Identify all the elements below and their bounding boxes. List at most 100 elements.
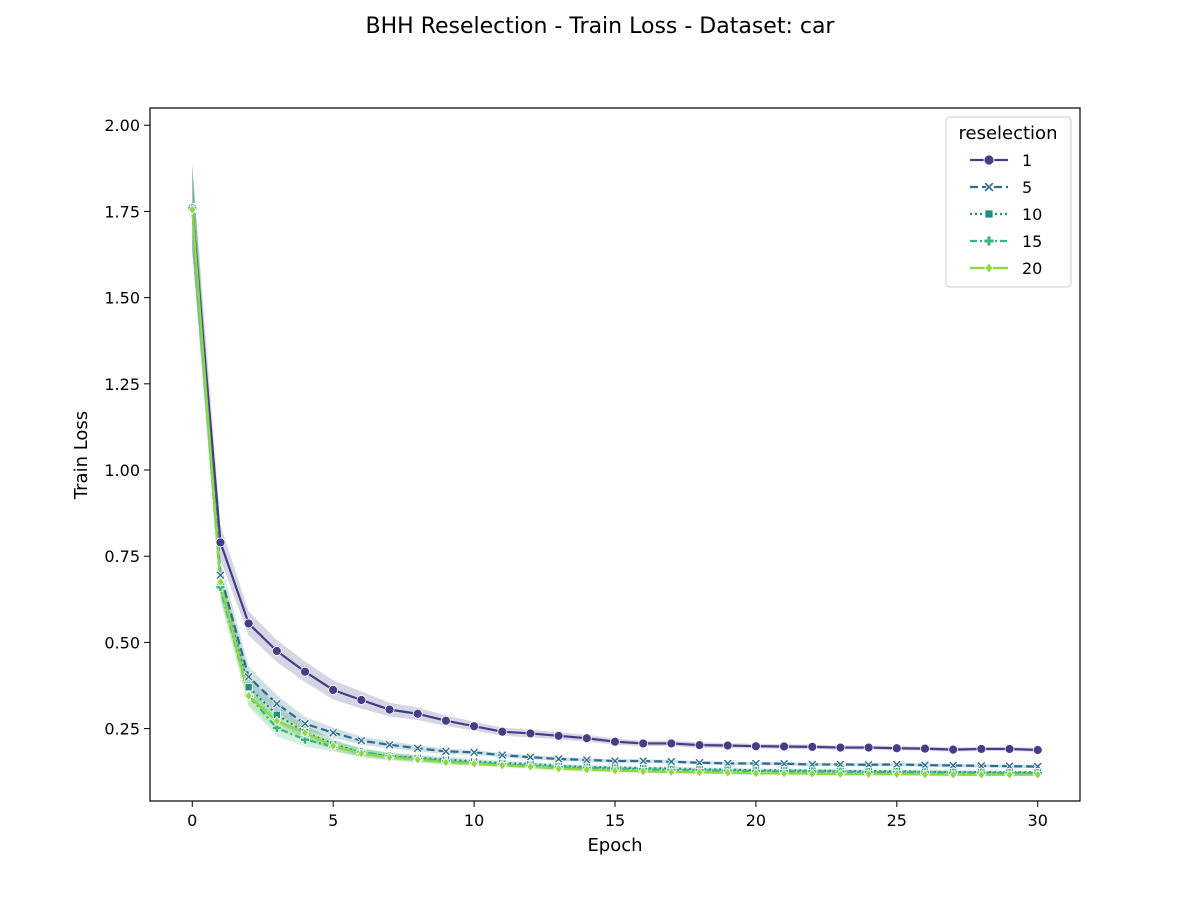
- point-series-20: [864, 768, 873, 780]
- point-series-1: [497, 726, 508, 737]
- point-series-1: [271, 646, 282, 656]
- point-series-1: [215, 537, 226, 548]
- point-series-1: [751, 741, 761, 752]
- point-series-1: [384, 704, 395, 715]
- point-series-5: [412, 743, 423, 754]
- point-series-5: [469, 747, 480, 758]
- point-series-20: [554, 763, 563, 774]
- point-series-1: [610, 736, 620, 747]
- point-series-5: [243, 671, 254, 682]
- y-tick-label: 0.25: [104, 720, 140, 739]
- point-series-1: [666, 738, 677, 749]
- line-series-1: [191, 207, 1038, 752]
- x-tick-label: 0: [187, 811, 197, 830]
- point-series-20: [1033, 769, 1042, 780]
- point-series-15: [300, 734, 310, 745]
- y-tick-label: 1.50: [104, 289, 140, 308]
- point-series-5: [666, 756, 677, 767]
- point-series-20: [441, 757, 451, 768]
- point-series-20: [300, 727, 310, 738]
- plot-frame: [149, 107, 1081, 802]
- point-series-20: [779, 768, 789, 779]
- point-series-20: [244, 690, 253, 701]
- legend-label-10: 10: [1022, 205, 1042, 224]
- point-series-5: [440, 746, 451, 757]
- point-series-1: [863, 742, 874, 753]
- x-axis-label: Epoch: [587, 835, 642, 856]
- point-series-20: [667, 766, 676, 778]
- x-tick-label: 30: [1028, 811, 1048, 830]
- point-series-20: [582, 764, 591, 775]
- point-series-20: [639, 766, 648, 777]
- point-series-5: [694, 757, 705, 768]
- point-series-1: [581, 733, 592, 744]
- point-series-1: [553, 730, 564, 741]
- point-series-5: [891, 759, 902, 770]
- point-series-1: [779, 741, 789, 752]
- point-series-20: [469, 758, 479, 769]
- point-series-5: [328, 727, 339, 738]
- point-series-20: [808, 768, 817, 779]
- point-series-1: [412, 708, 423, 719]
- point-series-5: [215, 570, 226, 581]
- point-series-1: [722, 740, 733, 751]
- point-series-20: [188, 204, 197, 215]
- legend-marker-20: [984, 262, 994, 274]
- y-tick-label: 1.25: [104, 375, 140, 394]
- series-markers: [187, 202, 1043, 780]
- point-series-5: [525, 752, 536, 763]
- x-tick-label: 5: [328, 811, 338, 830]
- point-series-1: [469, 721, 479, 732]
- point-series-5: [638, 755, 649, 767]
- point-series-5: [553, 753, 564, 765]
- point-series-1: [976, 744, 987, 754]
- legend-label-20: 20: [1022, 259, 1042, 278]
- point-series-1: [638, 738, 649, 749]
- legend-label-15: 15: [1022, 232, 1042, 251]
- point-series-15: [215, 582, 226, 593]
- point-series-20: [836, 768, 845, 780]
- legend-label-5: 5: [1022, 178, 1032, 197]
- confidence-bands: [192, 163, 1038, 777]
- point-series-1: [891, 743, 902, 754]
- point-series-5: [299, 718, 311, 729]
- point-series-5: [271, 698, 282, 709]
- point-series-1: [694, 740, 705, 751]
- point-series-20: [216, 576, 225, 588]
- legend-marker-1: [983, 154, 995, 166]
- x-tick-label: 25: [887, 811, 907, 830]
- point-series-20: [413, 754, 422, 765]
- point-series-1: [243, 618, 254, 629]
- point-series-1: [328, 685, 339, 695]
- x-tick-label: 20: [746, 811, 766, 830]
- point-series-5: [750, 758, 761, 769]
- point-series-20: [751, 768, 761, 779]
- point-series-5: [384, 739, 395, 750]
- y-tick-label: 1.75: [104, 202, 140, 221]
- point-series-10: [244, 683, 253, 692]
- point-series-20: [385, 752, 394, 763]
- point-series-20: [723, 767, 732, 778]
- point-series-20: [1005, 769, 1014, 780]
- y-tick-label: 2.00: [104, 116, 140, 135]
- band-series-5: [192, 166, 1038, 769]
- point-series-5: [919, 760, 931, 771]
- point-series-5: [835, 759, 846, 770]
- y-axis-label: Train Loss: [71, 411, 92, 500]
- y-axis: 0.25 0.50 0.75 1.00 1.25 1.50 1.75 2.00: [104, 116, 150, 739]
- chart-title: BHH Reselection - Train Loss - Dataset: …: [365, 14, 835, 39]
- legend-marker-10: [984, 209, 994, 219]
- point-series-20: [357, 748, 366, 759]
- point-series-1: [835, 742, 846, 753]
- band-series-1: [192, 163, 1038, 753]
- point-series-1: [300, 666, 310, 677]
- point-series-20: [272, 715, 281, 727]
- point-series-20: [526, 761, 535, 773]
- point-series-5: [863, 759, 874, 770]
- point-series-20: [329, 740, 338, 751]
- point-series-1: [441, 715, 451, 726]
- point-series-20: [892, 768, 901, 780]
- point-series-20: [920, 769, 930, 780]
- point-series-20: [498, 760, 507, 771]
